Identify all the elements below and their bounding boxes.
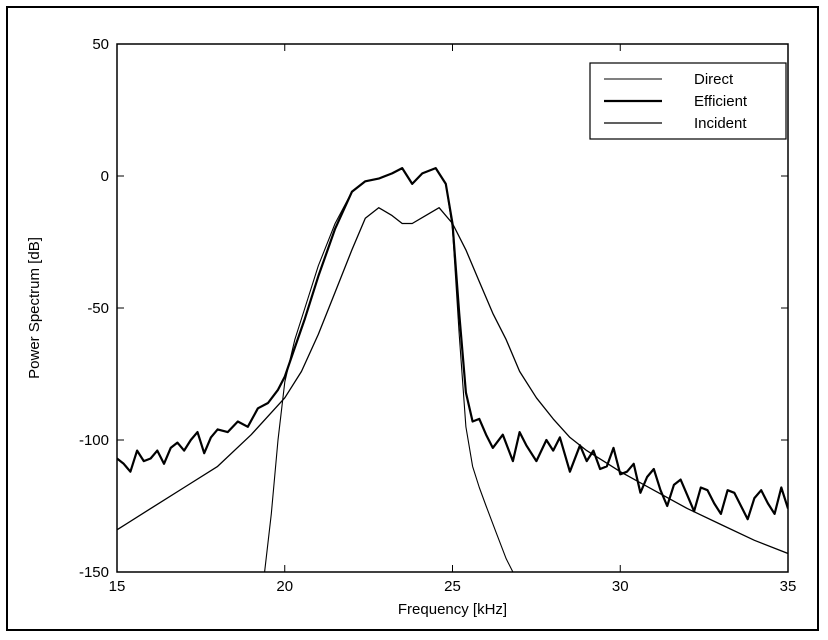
x-tick-label: 25: [444, 578, 461, 595]
series-line-incident: [117, 207, 788, 555]
y-axis-label: Power Spectrum [dB]: [26, 237, 43, 379]
chart-frame: 15 20 25 30 35 50 0 -50 -100 -150 Frequency [kHz]…: [6, 6, 819, 631]
x-tick-label: 30: [612, 578, 629, 595]
x-tick-label: 35: [780, 578, 797, 595]
y-tick-label: -150: [79, 564, 109, 581]
x-tick-label: 15: [109, 578, 126, 595]
legend-label-efficient: Efficient: [694, 93, 748, 110]
y-tick-label: 50: [92, 36, 109, 53]
y-tick-label: 0: [101, 168, 109, 185]
legend: Direct Efficient Incident: [589, 62, 787, 140]
series-line-efficient: [117, 167, 788, 521]
tick-layer: 15 20 25 30 35 50 0 -50 -100 -150: [79, 36, 796, 595]
x-axis-label: Frequency [kHz]: [398, 601, 507, 618]
legend-label-incident: Incident: [694, 115, 747, 132]
y-tick-label: -50: [87, 300, 109, 317]
legend-label-direct: Direct: [694, 71, 734, 88]
power-spectrum-chart: 15 20 25 30 35 50 0 -50 -100 -150 Frequency [kHz]…: [26, 36, 796, 618]
x-tick-label: 20: [276, 578, 293, 595]
series-layer: [117, 167, 788, 572]
y-tick-label: -100: [79, 432, 109, 449]
